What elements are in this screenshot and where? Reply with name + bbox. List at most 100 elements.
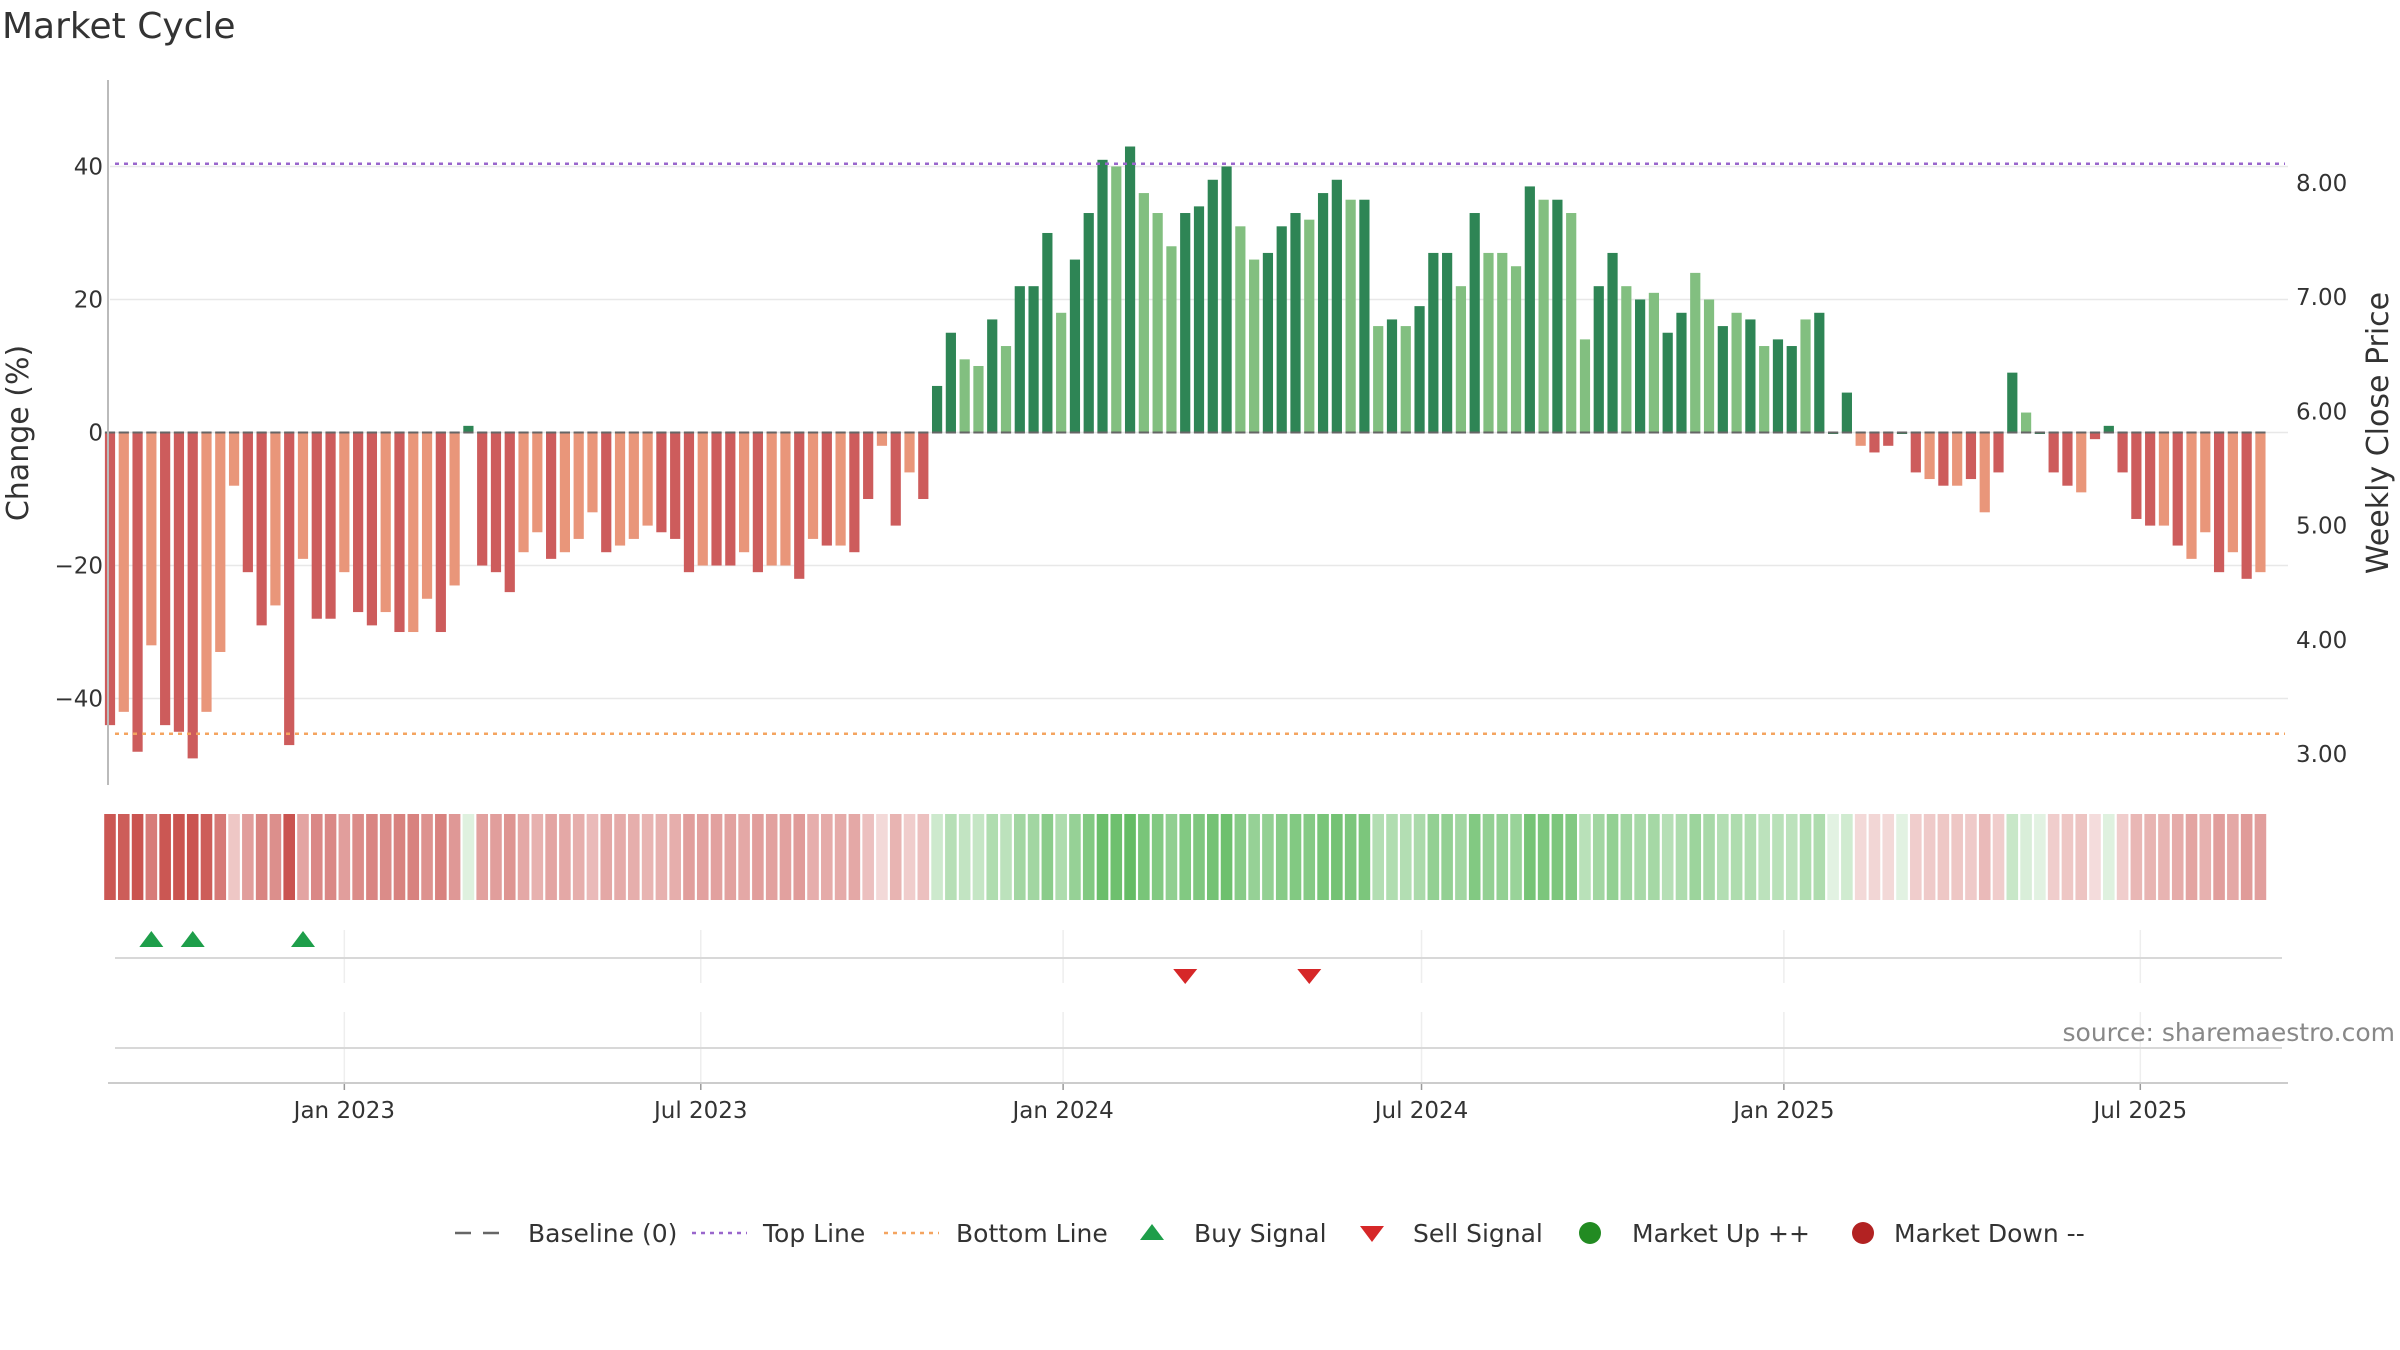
- bar: [739, 432, 750, 553]
- bar: [449, 432, 460, 586]
- bar: [1566, 213, 1577, 433]
- bar: [2255, 432, 2266, 573]
- heat-cell: [1041, 814, 1054, 900]
- bar: [807, 432, 819, 539]
- bar: [1841, 392, 1852, 433]
- bar: [821, 432, 832, 546]
- heat-cell: [1468, 814, 1481, 900]
- heat-cell: [917, 814, 930, 900]
- bar: [628, 432, 639, 539]
- heat-cell: [889, 814, 902, 900]
- bar: [1373, 326, 1384, 433]
- bar: [366, 432, 378, 626]
- heat-cell: [1937, 814, 1950, 900]
- heat-cell: [503, 814, 516, 900]
- bar: [1166, 246, 1177, 433]
- bar: [1648, 292, 1659, 433]
- bar: [353, 432, 364, 613]
- heat-cell: [1606, 814, 1619, 900]
- bar: [1538, 199, 1549, 433]
- bar: [1042, 232, 1053, 433]
- bar: [918, 432, 929, 500]
- bar: [1497, 252, 1508, 433]
- heat-cell: [1854, 814, 1867, 900]
- heat-cell: [945, 814, 957, 900]
- bar: [284, 432, 295, 746]
- heat-cell: [1868, 814, 1881, 900]
- heat-cell: [958, 814, 971, 900]
- heat-cell: [1358, 814, 1371, 900]
- bar: [2186, 432, 2197, 559]
- y-axis-title: Change (%): [1, 345, 36, 521]
- legend-label: Bottom Line: [956, 1219, 1108, 1248]
- bar: [1193, 206, 1205, 433]
- bar: [380, 432, 391, 613]
- x-tick-label: Jan 2024: [1010, 1098, 1113, 1124]
- heat-cell: [393, 814, 406, 900]
- heat-cell: [1027, 814, 1040, 900]
- heat-cell: [1923, 814, 1936, 900]
- bar: [160, 432, 171, 726]
- heat-cell: [1413, 814, 1426, 900]
- heat-cell: [1910, 814, 1922, 900]
- legend-label: Baseline (0): [528, 1219, 677, 1248]
- heat-cell: [297, 814, 309, 900]
- y-tick-label: 0: [88, 421, 103, 447]
- heat-cell: [1303, 814, 1316, 900]
- bar: [1883, 432, 1894, 446]
- heat-cell: [876, 814, 888, 900]
- heat-cell: [531, 814, 544, 900]
- heat-cell: [765, 814, 778, 900]
- heat-cell: [1193, 814, 1205, 900]
- heat-cell: [1455, 814, 1467, 900]
- bar: [559, 432, 570, 553]
- bar: [2200, 432, 2211, 533]
- bar: [794, 432, 805, 579]
- y2-tick-label: 7.00: [2296, 285, 2347, 311]
- bar: [1124, 146, 1136, 433]
- bar: [1414, 306, 1425, 433]
- x-tick-label: Jul 2025: [2092, 1098, 2188, 1124]
- legend: Baseline (0) Top Line Bottom Line Buy Signa…: [455, 1219, 2085, 1248]
- heat-cell: [1896, 814, 1908, 900]
- y2-tick-label: 5.00: [2296, 514, 2347, 540]
- heat-cell: [1151, 814, 1164, 900]
- bar: [1814, 312, 1825, 433]
- heat-cell: [173, 814, 185, 900]
- bar: [573, 432, 584, 539]
- bar: [1249, 259, 1260, 433]
- bar: [2158, 432, 2170, 526]
- heat-cell: [628, 814, 640, 900]
- heat-cell: [462, 814, 475, 900]
- heat-cell: [1069, 814, 1081, 900]
- bar: [1635, 299, 1646, 433]
- heat-cell: [1165, 814, 1178, 900]
- bar: [2227, 432, 2238, 553]
- bar: [752, 432, 763, 573]
- heat-cell: [200, 814, 213, 900]
- heat-cell: [2171, 814, 2184, 900]
- heat-cell: [1951, 814, 1963, 900]
- bar: [173, 432, 185, 732]
- heat-cell: [669, 814, 681, 900]
- heat-cell: [1648, 814, 1660, 900]
- heat-cell: [2103, 814, 2115, 900]
- heat-cell: [1082, 814, 1095, 900]
- bar: [1717, 326, 1728, 433]
- bar: [1676, 312, 1687, 433]
- heat-cell: [269, 814, 282, 900]
- heat-cell: [117, 814, 130, 900]
- heat-cell: [1661, 814, 1674, 900]
- heat-cell: [1234, 814, 1247, 900]
- heat-cell: [1992, 814, 2005, 900]
- bar: [780, 432, 791, 566]
- signal-panel: [115, 930, 2282, 1082]
- bar: [518, 432, 529, 553]
- y2-axis-title: Weekly Close Price: [2361, 292, 2396, 574]
- heat-cell: [2061, 814, 2074, 900]
- bar: [959, 359, 970, 433]
- bar: [104, 432, 116, 726]
- bar: [408, 432, 419, 633]
- heat-cell: [2240, 814, 2253, 900]
